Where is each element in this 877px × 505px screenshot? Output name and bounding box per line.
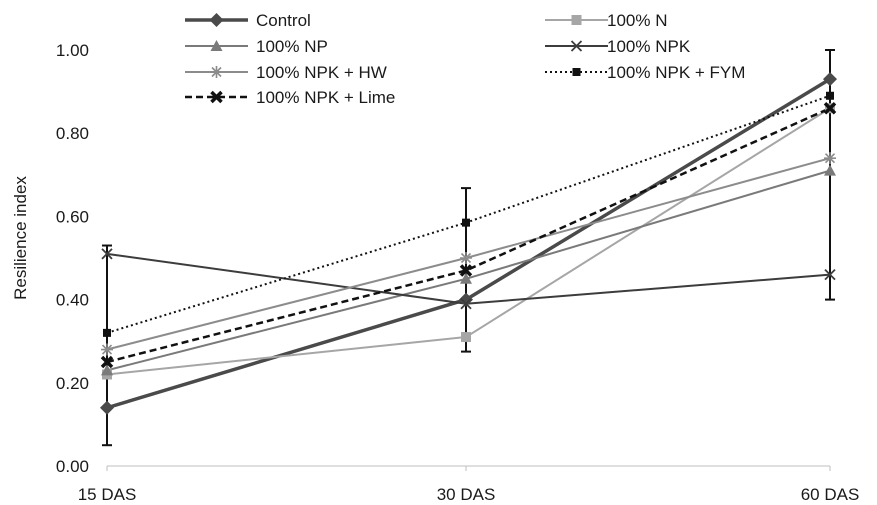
legend-label: 100% NPK + Lime xyxy=(256,88,395,107)
y-tick-label: 0.40 xyxy=(56,291,89,310)
legend-label: 100% NPK + FYM xyxy=(607,63,745,82)
series-lines xyxy=(107,79,830,408)
data-point-marker xyxy=(210,13,224,27)
y-tick-label: 0.20 xyxy=(56,374,89,393)
legend-label: 100% NPK + HW xyxy=(256,63,387,82)
data-point-marker xyxy=(824,152,836,164)
data-point-marker xyxy=(461,332,471,342)
series-line xyxy=(107,79,830,408)
y-axis-title: Resilience index xyxy=(11,176,30,300)
y-tick-label: 0.00 xyxy=(56,457,89,476)
data-point-marker xyxy=(826,92,834,100)
data-point-marker xyxy=(572,15,582,25)
data-point-marker xyxy=(103,329,111,337)
x-tick-label: 15 DAS xyxy=(78,485,137,504)
data-point-marker xyxy=(211,66,223,78)
legend-label: 100% NPK xyxy=(607,37,691,56)
data-point-marker xyxy=(100,401,114,415)
legend-label: 100% NP xyxy=(256,37,328,56)
legend-label: Control xyxy=(256,11,311,30)
legend-label: 100% N xyxy=(607,11,667,30)
error-bars xyxy=(102,50,835,445)
y-tick-label: 0.60 xyxy=(56,207,89,226)
series-line xyxy=(107,158,830,349)
axes: 15 DAS 30 DAS 60 DAS 0.00 0.20 0.40 0.60 0.80 1.… xyxy=(11,41,859,504)
x-tick-label: 60 DAS xyxy=(801,485,860,504)
y-tick-label: 0.80 xyxy=(56,124,89,143)
legend: Control 100% N 100% NP 100% NPK 100% NPK + H… xyxy=(185,11,745,107)
y-tick-label: 1.00 xyxy=(56,41,89,60)
data-point-marker xyxy=(101,344,113,356)
x-tick-label: 30 DAS xyxy=(437,485,496,504)
data-point-marker xyxy=(462,219,470,227)
data-point-marker xyxy=(460,252,472,264)
data-point-marker xyxy=(824,165,836,176)
data-point-marker xyxy=(573,68,581,76)
